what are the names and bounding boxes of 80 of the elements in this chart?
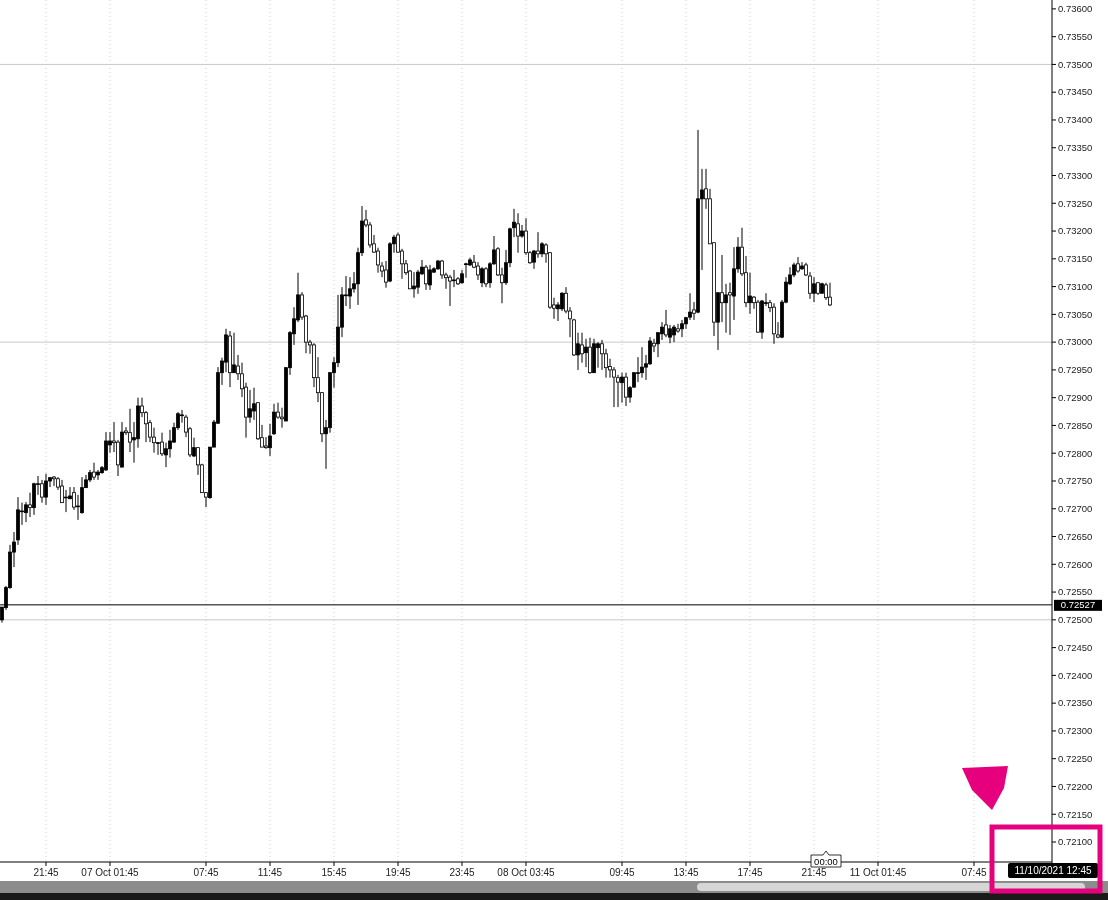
y-tick-label: 0.72700: [1058, 503, 1093, 515]
candlestick: [428, 264, 432, 291]
y-tick-label: 0.72900: [1058, 391, 1093, 403]
candlestick: [64, 489, 68, 513]
candlestick: [248, 389, 252, 424]
candlestick: [812, 276, 816, 303]
ref-line-label: 0.72527: [1060, 599, 1096, 611]
candlestick: [596, 341, 600, 369]
candlestick: [464, 262, 468, 279]
y-tick-label: 0.73300: [1058, 169, 1093, 181]
y-tick-label: 0.72500: [1058, 614, 1093, 626]
y-tick-label: 0.73550: [1058, 30, 1093, 42]
candlestick: [516, 212, 520, 254]
x-tick-label: 17:45: [737, 867, 763, 878]
x-tick-label: 07:45: [961, 867, 987, 878]
x-tick-label: 08 Oct 03:45: [497, 867, 556, 878]
y-tick-label: 0.72550: [1058, 586, 1093, 598]
x-tick-label: 11:45: [257, 867, 283, 878]
y-tick-label: 0.72150: [1058, 808, 1093, 820]
y-tick-label: 0.72400: [1058, 669, 1093, 681]
y-tick-label: 0.73000: [1058, 336, 1093, 348]
y-tick-label: 0.73350: [1058, 142, 1093, 154]
x-tick-label: 07:45: [193, 867, 219, 878]
y-tick-label: 0.72450: [1058, 641, 1093, 653]
y-tick-label: 0.73200: [1058, 225, 1093, 237]
candlestick: [620, 372, 624, 404]
candlestick: [680, 319, 684, 338]
candlestick: [452, 269, 456, 288]
candlestick: [376, 247, 380, 274]
x-tick-label: 23:45: [449, 867, 475, 878]
candlestick: [748, 272, 752, 315]
y-tick-label: 0.73250: [1058, 197, 1093, 209]
y-tick-label: 0.72100: [1058, 836, 1093, 848]
candlestick: [536, 231, 540, 259]
candlestick: [480, 266, 484, 288]
y-tick-label: 0.73400: [1058, 114, 1093, 126]
y-tick-label: 0.73100: [1058, 280, 1093, 292]
y-tick-label: 0.73150: [1058, 253, 1093, 265]
y-tick-label: 0.73450: [1058, 86, 1093, 98]
candlestick: [448, 274, 452, 307]
y-tick-label: 0.72950: [1058, 364, 1093, 376]
candlestick: [580, 332, 584, 364]
candlestick: [640, 346, 644, 379]
candlestick: [52, 475, 56, 487]
y-tick-label: 0.72750: [1058, 475, 1093, 487]
y-tick-label: 0.72600: [1058, 558, 1093, 570]
candlestick: [484, 266, 488, 288]
candlestick: [40, 479, 44, 504]
y-tick-label: 0.72850: [1058, 419, 1093, 431]
text: 11/10/2021 12:45: [1014, 865, 1092, 876]
candlestick: [264, 436, 268, 450]
x-tick-label: 11 Oct 01:45: [849, 867, 907, 878]
candlestick: [412, 271, 416, 299]
x-tick-label: 07 Oct 01:45: [81, 867, 140, 878]
candlestick: [348, 276, 352, 310]
annotation: 00:00: [814, 855, 838, 867]
candlestick: [688, 292, 692, 321]
x-tick-label: 15:45: [321, 867, 347, 878]
x-tick-label: 19:45: [385, 867, 411, 878]
y-tick-label: 0.73050: [1058, 308, 1093, 320]
y-tick-label: 0.72200: [1058, 780, 1093, 792]
x-tick-label: 09:45: [609, 867, 635, 878]
candlestick: [96, 469, 100, 481]
y-tick-label: 0.72250: [1058, 752, 1093, 764]
candlestick: [660, 321, 664, 341]
candlestick: [624, 372, 628, 407]
candlestick: [676, 323, 680, 334]
y-tick-label: 0.72300: [1058, 725, 1093, 737]
y-tick-label: 0.73500: [1058, 58, 1093, 70]
candlestick: [424, 264, 428, 291]
y-tick-label: 0.72800: [1058, 447, 1093, 459]
x-tick-label: 13:45: [673, 867, 699, 878]
x-tick-label: 21:45: [33, 867, 59, 878]
candlestick: [44, 473, 48, 506]
y-tick-label: 0.72350: [1058, 697, 1093, 709]
candlestick: [92, 462, 96, 481]
candlestick: [724, 283, 728, 334]
y-tick-label: 0.72650: [1058, 530, 1093, 542]
y-tick-label: 0.73600: [1058, 3, 1093, 15]
x-tick-label: 21:45: [801, 867, 827, 878]
